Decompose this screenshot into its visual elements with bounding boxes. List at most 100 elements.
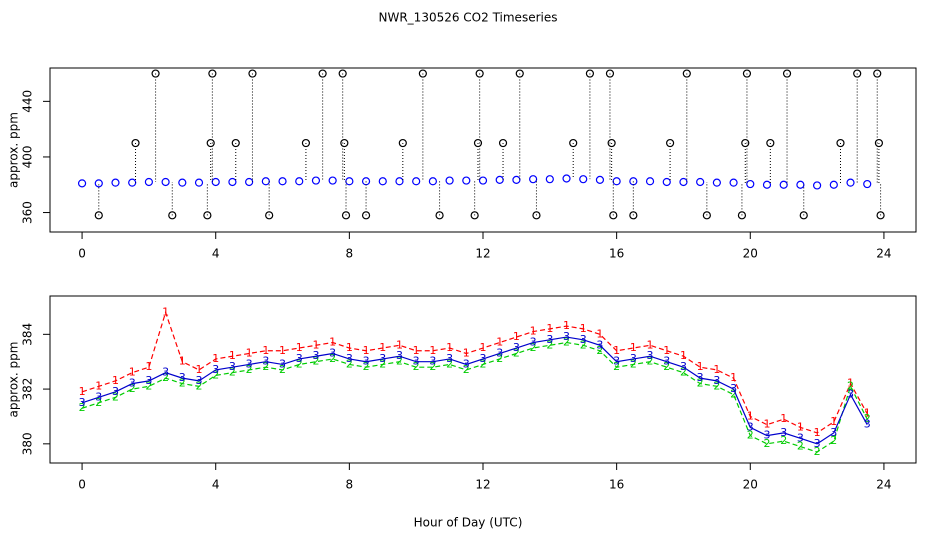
point-marker: 2 [814,445,821,458]
x-tick-label: 4 [212,247,220,261]
point [161,177,170,187]
point [742,69,752,78]
point-marker: 3 [596,338,603,351]
point [562,174,571,183]
point-marker: 1 [630,341,637,354]
point-marker: 3 [680,360,687,373]
point [796,180,805,189]
point [874,138,884,148]
point-marker: 3 [630,352,637,365]
point-marker: 3 [864,418,871,431]
point-marker: 3 [379,352,386,365]
x-axis-label: Hour of Day (UTC) [414,516,523,530]
point [462,176,471,185]
point-marker: 3 [647,349,654,362]
point-marker: 2 [246,363,253,376]
point-marker: 3 [513,341,520,354]
point [762,180,772,189]
point-marker: 1 [480,341,487,354]
point-marker: 2 [563,336,570,349]
point-marker: 3 [329,346,336,359]
point [378,177,387,186]
point-marker: 1 [780,412,787,425]
y-tick-label: 360 [21,201,35,224]
point [585,69,595,78]
y-axis-label: approx. ppm [7,342,21,418]
point [737,211,747,220]
point [338,69,347,78]
point [532,211,541,220]
point [746,179,755,189]
point [473,138,483,148]
point-marker: 1 [329,336,336,349]
point-marker: 1 [463,346,470,359]
point-marker: 1 [763,418,770,431]
point [662,177,671,187]
point-marker: 2 [797,440,804,453]
point [782,69,792,78]
point-marker: 2 [262,360,269,373]
point [682,69,691,78]
series-line [81,341,868,453]
point [498,138,508,148]
point-marker: 2 [112,390,119,403]
point [395,177,404,186]
point [445,176,454,185]
point-marker: 1 [747,409,754,422]
point-marker: 2 [546,338,553,351]
point-marker: 1 [663,344,670,357]
point [94,179,103,188]
point-marker: 2 [680,366,687,379]
point-marker: 2 [613,360,620,373]
point-marker: 1 [730,371,737,384]
point-marker: 2 [713,379,720,392]
point [295,177,304,186]
point [206,138,215,148]
point-marker: 2 [697,377,704,390]
x-tick-label: 12 [475,478,490,492]
point-marker: 2 [329,352,336,365]
point [696,177,705,187]
figure-title: NWR_130526 CO2 Timeseries [379,11,558,25]
point-marker: 1 [95,379,102,392]
point-marker: 2 [513,346,520,359]
point [341,211,351,220]
y-tick-label: 384 [21,323,35,346]
point [607,138,616,148]
point [846,178,855,187]
point-marker: 2 [864,412,871,425]
point-marker: 2 [162,371,169,384]
point [629,211,638,220]
point-marker: 2 [129,382,136,395]
point-marker: 1 [296,341,303,354]
point [361,211,371,220]
point-marker: 2 [830,434,837,447]
point [545,175,554,184]
point-marker: 2 [596,344,603,357]
point-marker: 3 [780,426,787,439]
point [412,177,421,186]
point-marker: 3 [229,360,236,373]
point [836,138,845,148]
y-axis-label: approx. ppm [7,112,21,188]
point [318,69,327,78]
point-marker: 2 [296,357,303,370]
point [428,177,437,186]
point-marker: 3 [179,371,186,384]
point-marker: 2 [79,401,86,414]
point [702,211,711,220]
point [278,177,287,186]
point-marker: 1 [563,319,570,332]
point [340,138,349,148]
point-marker: 1 [613,344,620,357]
x-tick-label: 16 [609,478,624,492]
point-marker: 2 [95,396,102,409]
point-marker: 2 [847,379,854,392]
point [231,138,240,148]
point-marker: 1 [312,338,319,351]
point [645,177,655,186]
point-marker: 2 [496,352,503,365]
point-marker: 3 [730,382,737,395]
point-marker: 3 [546,333,553,346]
point [265,211,274,220]
